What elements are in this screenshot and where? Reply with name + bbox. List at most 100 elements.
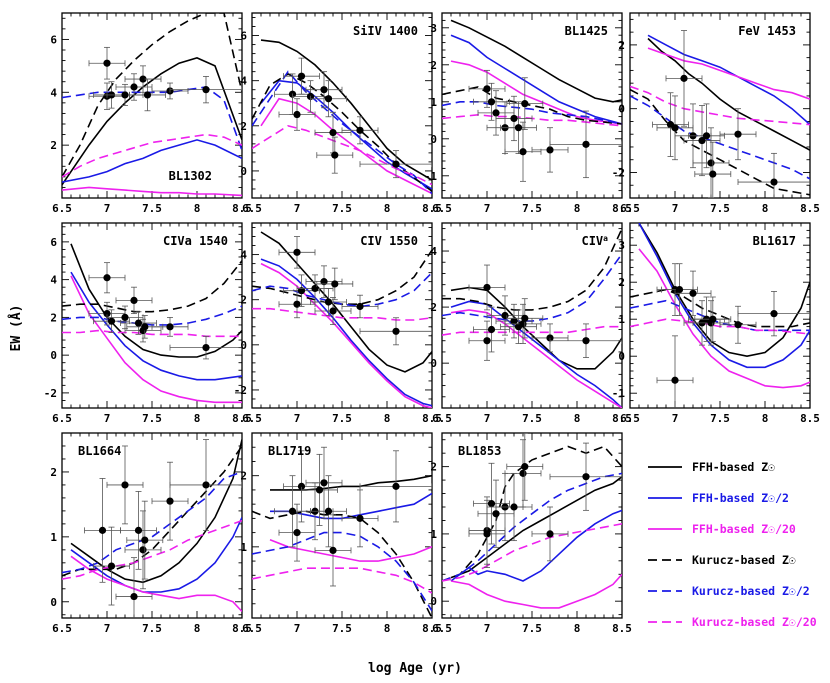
observed-points xyxy=(656,263,810,408)
x-tick-label: 7 xyxy=(484,412,491,425)
data-point xyxy=(656,95,694,161)
x-tick-label: 6.5 xyxy=(242,412,262,425)
model-curves xyxy=(630,34,810,196)
data-point xyxy=(316,136,354,174)
y-tick-label: 2 xyxy=(240,120,247,133)
panel-bl1617: 6.5 7 7.5 8 8.5 -1 0 1 2 3 BL1617 xyxy=(612,222,820,425)
data-point xyxy=(359,317,432,346)
y-tick-label: 6 xyxy=(240,30,247,43)
model-line-3 xyxy=(62,13,242,178)
y-tick-label: 4 xyxy=(430,245,437,258)
x-tick-label: 6.5 xyxy=(52,412,72,425)
data-point xyxy=(737,291,810,337)
model-line-3 xyxy=(442,228,622,311)
data-point xyxy=(477,479,515,548)
data-point xyxy=(692,127,730,198)
observed-points xyxy=(468,433,622,568)
data-point xyxy=(283,274,320,307)
model-line-0 xyxy=(62,57,242,186)
y-tick-label: 2 xyxy=(50,466,57,479)
data-point xyxy=(359,450,432,523)
model-line-0 xyxy=(70,439,242,584)
model-line-5 xyxy=(442,523,622,582)
y-tick-label: 0 xyxy=(618,103,625,116)
data-point xyxy=(719,108,757,161)
legend-entry: Kurucz-based Z☉ xyxy=(648,553,796,567)
data-point xyxy=(665,30,703,127)
model-curves xyxy=(442,228,622,408)
model-line-3 xyxy=(442,86,622,125)
model-line-1 xyxy=(647,34,810,126)
panel-label: CIV 1550 xyxy=(360,234,418,248)
data-point xyxy=(120,311,157,335)
data-point xyxy=(314,514,352,587)
model-line-0 xyxy=(260,231,432,373)
model-line-4 xyxy=(252,531,432,612)
x-tick-label: 8 xyxy=(762,202,769,215)
model-line-5 xyxy=(62,519,242,580)
data-point xyxy=(341,489,379,548)
y-tick-label: 0 xyxy=(50,349,57,362)
observed-points xyxy=(468,69,622,182)
model-line-3 xyxy=(630,88,810,196)
data-point xyxy=(115,286,153,315)
panel-frame xyxy=(441,222,623,409)
data-point xyxy=(124,65,162,93)
x-tick-label: 8.5 xyxy=(612,622,632,635)
model-line-0 xyxy=(270,474,432,491)
model-line-0 xyxy=(647,37,810,151)
data-point xyxy=(656,335,694,408)
y-tick-label: 4 xyxy=(50,274,57,287)
y-tick-label: 4 xyxy=(50,86,57,99)
y-tick-label: -1 xyxy=(424,170,438,183)
model-curves xyxy=(62,13,242,197)
panel-label: BL1302 xyxy=(169,169,212,183)
data-point xyxy=(500,101,537,155)
data-point xyxy=(359,150,432,179)
data-point xyxy=(88,301,126,326)
data-point xyxy=(283,57,320,95)
y-tick-label: 1 xyxy=(618,313,625,326)
data-point xyxy=(305,446,343,519)
data-point xyxy=(151,316,189,337)
y-tick-label: 2 xyxy=(618,39,625,52)
model-line-3 xyxy=(630,288,810,328)
data-point xyxy=(549,442,622,511)
panel-frame xyxy=(441,12,623,199)
observed-points xyxy=(274,446,432,587)
model-line-4 xyxy=(630,95,810,180)
y-tick-label: 0 xyxy=(240,339,247,352)
x-tick-label: 7 xyxy=(484,202,491,215)
y-tick-label: 0 xyxy=(50,596,57,609)
panel-label: BL1853 xyxy=(458,444,501,458)
x-tick-label: 7 xyxy=(294,202,301,215)
panel-label: CIVa xyxy=(581,234,608,249)
data-point xyxy=(310,80,347,118)
data-point xyxy=(305,71,343,109)
model-line-4 xyxy=(62,471,242,574)
x-tick-label: 8.5 xyxy=(232,202,252,215)
model-line-1 xyxy=(62,139,242,183)
model-line-5 xyxy=(62,133,242,178)
x-tick-label: 8 xyxy=(384,412,391,425)
observed-points xyxy=(652,30,810,198)
data-point xyxy=(652,92,689,157)
data-point xyxy=(314,297,352,325)
data-point xyxy=(694,296,732,342)
y-tick-label: -2 xyxy=(44,387,57,400)
data-point xyxy=(674,270,712,316)
x-tick-label: 8 xyxy=(762,412,769,425)
data-point xyxy=(531,506,569,562)
x-tick-label: 8.5 xyxy=(422,622,442,635)
data-point xyxy=(506,298,544,339)
data-point xyxy=(504,439,542,508)
x-tick-label: 7.5 xyxy=(332,622,352,635)
model-line-0 xyxy=(260,39,432,181)
x-tick-label: 7 xyxy=(672,202,679,215)
y-tick-label: -2 xyxy=(612,166,625,179)
panel-label: FeV 1453 xyxy=(738,24,796,38)
model-line-4 xyxy=(442,101,622,125)
x-tick-label: 8.5 xyxy=(232,622,252,635)
data-point xyxy=(549,110,622,179)
data-point xyxy=(115,73,153,101)
